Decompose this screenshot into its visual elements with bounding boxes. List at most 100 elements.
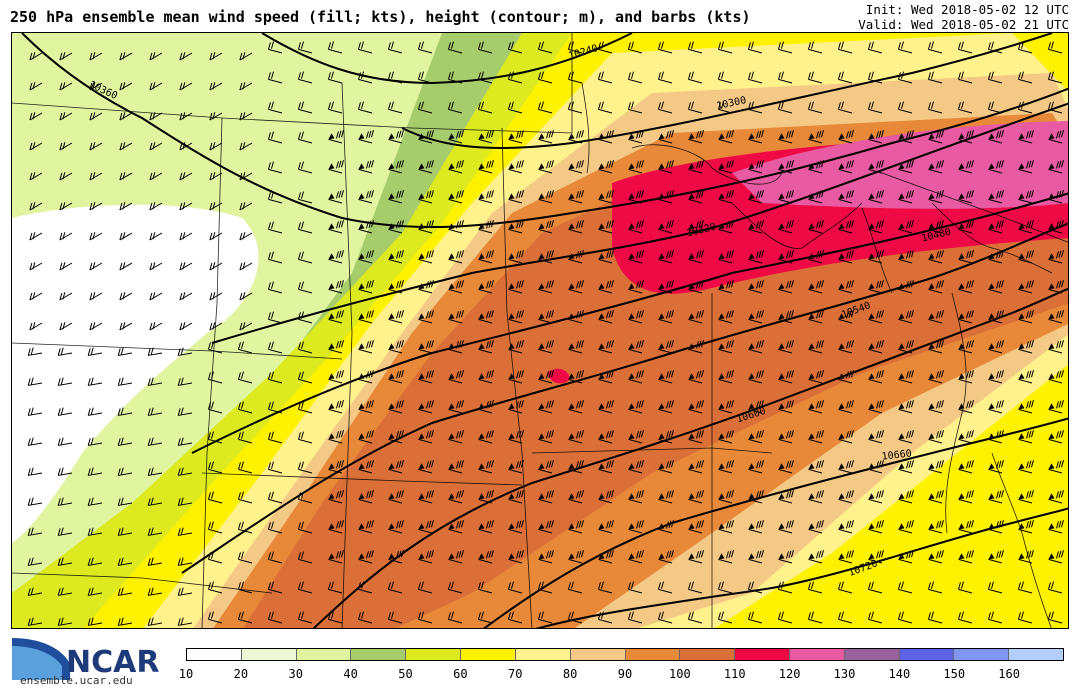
wind-barb — [718, 490, 734, 504]
wind-barb — [89, 172, 103, 181]
wind-barb — [538, 460, 554, 474]
wind-barb — [748, 280, 764, 294]
wind-barb — [837, 611, 853, 624]
wind-barb — [838, 340, 854, 354]
wind-barb — [778, 550, 794, 564]
wind-barb — [508, 130, 524, 144]
wind-barb — [838, 430, 854, 444]
wind-barb — [177, 437, 193, 446]
wind-barb — [958, 520, 974, 534]
wind-barb — [958, 490, 974, 504]
colorbar-swatch — [461, 649, 516, 660]
wind-barb — [838, 250, 854, 264]
wind-barb — [628, 340, 644, 354]
wind-barb — [29, 52, 43, 61]
wind-barb — [598, 550, 614, 564]
wind-barb — [267, 341, 283, 354]
wind-barb — [1018, 160, 1034, 174]
wind-barb — [207, 461, 223, 474]
time-info: Init: Wed 2018-05-02 12 UTC Valid: Wed 2… — [858, 2, 1069, 32]
wind-barb — [538, 430, 554, 444]
wind-barb — [717, 41, 733, 54]
wind-barb — [478, 130, 494, 144]
wind-barb — [357, 41, 373, 54]
wind-barb — [988, 130, 1004, 144]
colorbar-label: 50 — [398, 667, 413, 681]
wind-barb — [117, 617, 133, 626]
wind-barb — [538, 550, 554, 564]
wind-barb — [149, 82, 163, 91]
wind-barb — [538, 280, 554, 294]
wind-barb — [57, 347, 73, 356]
wind-barb — [957, 101, 973, 114]
wind-barb — [328, 250, 344, 264]
wind-barb — [627, 41, 643, 54]
wind-barb — [149, 52, 163, 61]
wind-barb — [597, 581, 613, 594]
wind-barb — [119, 142, 133, 151]
wind-barb — [658, 550, 674, 564]
contour-10600 — [312, 287, 1068, 628]
wind-barb — [29, 292, 43, 301]
wind-barb — [1048, 370, 1064, 384]
fill-110-120 — [732, 121, 1068, 209]
wind-barb — [868, 130, 884, 144]
wind-barb — [237, 461, 253, 474]
wind-barb — [117, 467, 133, 476]
wind-barb — [328, 340, 344, 354]
wind-barb — [508, 430, 524, 444]
wind-barb — [358, 160, 374, 174]
wind-barb — [778, 220, 794, 234]
wind-barb — [388, 220, 404, 234]
wind-barb — [1048, 400, 1064, 414]
wind-barb — [237, 371, 253, 384]
wind-barb — [27, 467, 43, 476]
wind-barb — [778, 340, 794, 354]
wind-barb — [747, 41, 763, 54]
wind-barb — [119, 202, 133, 211]
wind-barb — [358, 220, 374, 234]
wind-barb — [207, 491, 223, 504]
wind-barb — [358, 520, 374, 534]
wind-barb — [598, 460, 614, 474]
wind-barb — [478, 280, 494, 294]
logo-swoosh-light — [12, 646, 62, 680]
wind-barb — [628, 220, 644, 234]
wind-barb — [838, 490, 854, 504]
wind-barb — [388, 340, 404, 354]
colorbar-label: 100 — [669, 667, 691, 681]
wind-barb — [808, 130, 824, 144]
wind-barb — [477, 611, 493, 624]
wind-barb — [29, 232, 43, 241]
wind-barb — [1048, 340, 1064, 354]
wind-barb — [957, 611, 973, 624]
wind-barb — [237, 581, 253, 594]
wind-barb — [179, 232, 193, 241]
wind-barb — [149, 172, 163, 181]
wind-barb — [239, 142, 253, 151]
wind-barb — [418, 370, 434, 384]
wind-barb — [928, 490, 944, 504]
wind-barb — [718, 190, 734, 204]
wind-barb — [358, 250, 374, 264]
wind-barb — [57, 437, 73, 446]
wind-barb — [448, 310, 464, 324]
wind-barb — [688, 160, 704, 174]
wind-barb — [448, 430, 464, 444]
wind-barb — [147, 377, 163, 386]
wind-barb — [477, 101, 493, 114]
wind-barb — [898, 370, 914, 384]
coast-2 — [991, 452, 1052, 628]
wind-barb — [1048, 160, 1064, 174]
wind-barb — [59, 232, 73, 241]
wind-barb — [1018, 310, 1034, 324]
wind-barb — [538, 130, 554, 144]
wind-barb — [568, 340, 584, 354]
wind-barb — [867, 101, 883, 114]
wind-barb — [448, 490, 464, 504]
colorbar-swatch — [899, 649, 955, 660]
wind-barb — [838, 130, 854, 144]
state-line-7 — [12, 572, 273, 594]
wind-barb — [117, 347, 133, 356]
